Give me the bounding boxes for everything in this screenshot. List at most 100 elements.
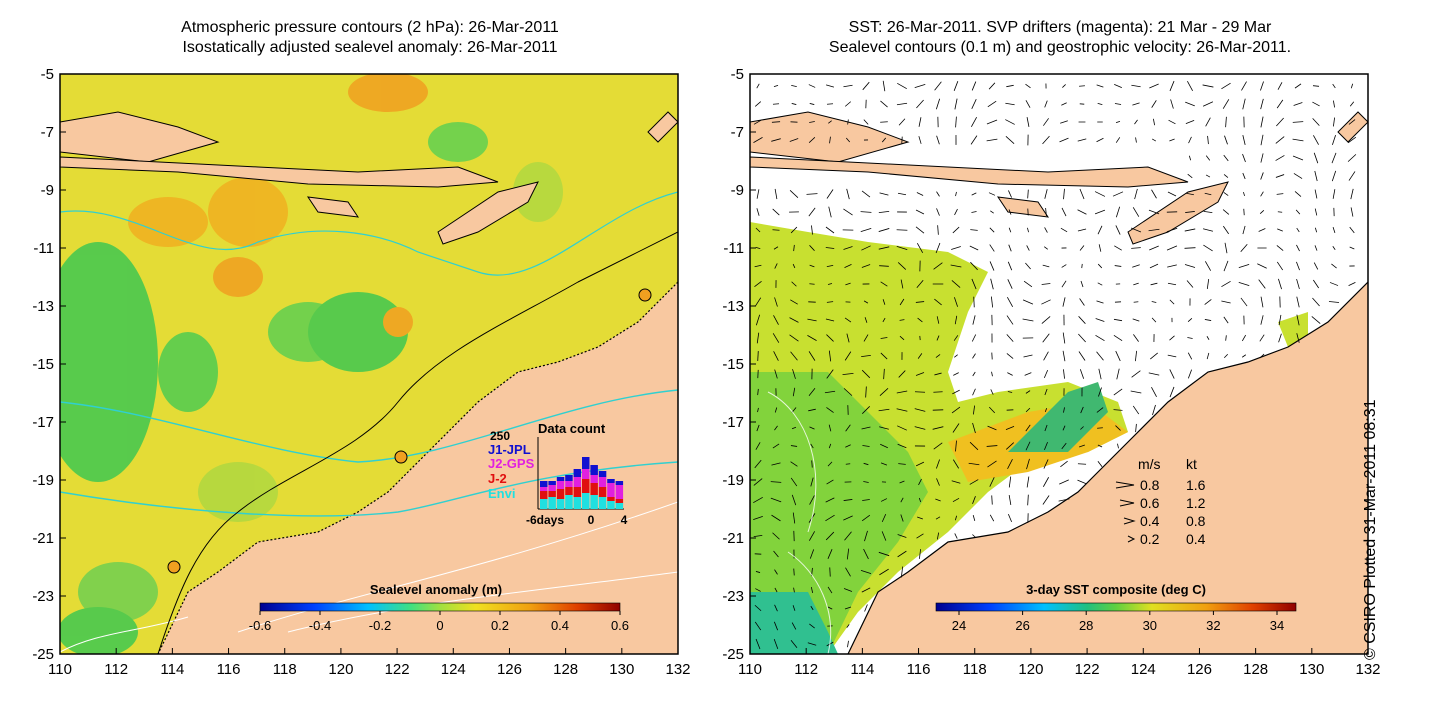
lat-tick-label: -11 (33, 240, 54, 257)
velocity-vector (772, 229, 780, 231)
velocity-vector (864, 317, 868, 323)
velocity-vector (1296, 333, 1300, 343)
inset-bar-segment (582, 469, 590, 479)
velocity-vector (810, 605, 814, 611)
velocity-vector (1043, 477, 1049, 487)
velocity-vector (790, 351, 798, 361)
data-count-inset: Data count 250 J1-JPL J2-GPS J-2 Envi -6… (488, 421, 628, 527)
velocity-vector (845, 282, 851, 286)
velocity-vector (754, 621, 762, 631)
velocity-vector (1005, 136, 1015, 144)
new-guinea-tip (647, 111, 678, 143)
velocity-vector (987, 460, 997, 468)
velocity-vector (989, 514, 995, 522)
velocity-vector (1026, 245, 1030, 251)
velocity-vector (863, 548, 869, 560)
velocity-vector (845, 567, 851, 577)
velocity-vector (861, 354, 871, 358)
velocity-vector (899, 319, 905, 321)
inset-bar-segment (615, 499, 624, 503)
velocity-vector (846, 333, 850, 343)
lat-tick-label: -25 (32, 646, 54, 663)
velocity-vector (1006, 315, 1014, 325)
velocity-vector (937, 225, 939, 235)
velocity-vector (1025, 424, 1031, 432)
velocity-vector (917, 516, 923, 520)
velocity-vector (1349, 226, 1355, 234)
velocity-vector (808, 531, 816, 541)
velocity-vector (971, 81, 977, 91)
velocity-vector (990, 389, 994, 395)
velocity-vector (1168, 119, 1176, 125)
velocity-vector (934, 81, 942, 91)
velocity-vector (1242, 153, 1246, 163)
velocity-vector (861, 369, 871, 379)
velocity-vector (828, 350, 832, 362)
lat-tick-label: -15 (722, 356, 744, 373)
velocity-vector (1333, 117, 1335, 127)
velocity-vector (1045, 207, 1047, 217)
velocity-vector (1061, 102, 1067, 106)
velocity-vector (1170, 99, 1174, 109)
velocity-vector (1022, 318, 1034, 322)
timor-island (437, 181, 539, 245)
velocity-vector (829, 136, 831, 144)
velocity-vector (1115, 137, 1121, 143)
velocity-vector (882, 299, 886, 305)
velocity-vector (1241, 354, 1247, 358)
colorbar-tick-label: -0.2 (369, 618, 391, 633)
velocity-vector (1152, 404, 1156, 416)
velocity-vector (1242, 135, 1246, 145)
velocity-vector (807, 642, 817, 646)
velocity-vector (828, 206, 832, 218)
left-title-line2: Isostatically adjusted sealevel anomaly:… (182, 39, 558, 56)
velocity-vector (793, 587, 795, 593)
legend-j2-gps: J2-GPS (488, 456, 535, 471)
velocity-vector (1151, 317, 1157, 323)
inset-bar-segment (582, 479, 590, 493)
velocity-vector (896, 102, 908, 106)
velocity-vector (1275, 174, 1285, 178)
sst-colorbar-label: 3-day SST composite (deg C) (1026, 582, 1206, 597)
legend-j2: J-2 (488, 471, 507, 486)
velocity-vector (792, 387, 796, 397)
velocity-vector (1079, 369, 1085, 379)
lon-tick-label: 128 (553, 661, 578, 678)
velocity-vector (1331, 152, 1337, 164)
velocity-vector (1043, 118, 1049, 126)
velocity-vector (1260, 315, 1264, 325)
inset-bar-segment (598, 477, 607, 487)
velocity-vector (771, 514, 781, 522)
velocity-vector (844, 351, 852, 361)
velocity-vector (1097, 444, 1103, 448)
velocity-vector (773, 550, 779, 558)
velocity-vector (1044, 407, 1048, 413)
velocity-vector (1098, 244, 1102, 252)
inset-bar-segment (573, 477, 582, 487)
velocity-vector (916, 533, 924, 539)
lon-tick-label: 112 (104, 661, 128, 678)
inset-x-label-start: -6days (526, 513, 564, 527)
velocity-vector (1113, 388, 1123, 396)
velocity-vector (772, 103, 780, 105)
inset-bar-segment (598, 497, 607, 509)
velocity-vector (1096, 137, 1104, 143)
velocity-legend-ms: 0.2 (1140, 531, 1160, 547)
velocity-vector (1044, 441, 1048, 451)
velocity-vector (896, 245, 908, 251)
velocity-vector (1006, 297, 1014, 307)
velocity-vector (1184, 228, 1196, 232)
velocity-vector (1114, 265, 1122, 267)
inset-bar-segment (540, 499, 548, 509)
velocity-vector (826, 369, 834, 379)
velocity-vector (807, 335, 817, 341)
velocity-vector (1242, 172, 1246, 180)
velocity-vector (808, 84, 816, 88)
velocity-vector (899, 298, 905, 306)
velocity-vector (1148, 209, 1160, 215)
velocity-vector (1242, 98, 1246, 110)
velocity-vector (755, 227, 761, 233)
velocity-vector (1043, 369, 1049, 379)
velocity-vector (827, 283, 833, 285)
velocity-vector (843, 499, 853, 501)
